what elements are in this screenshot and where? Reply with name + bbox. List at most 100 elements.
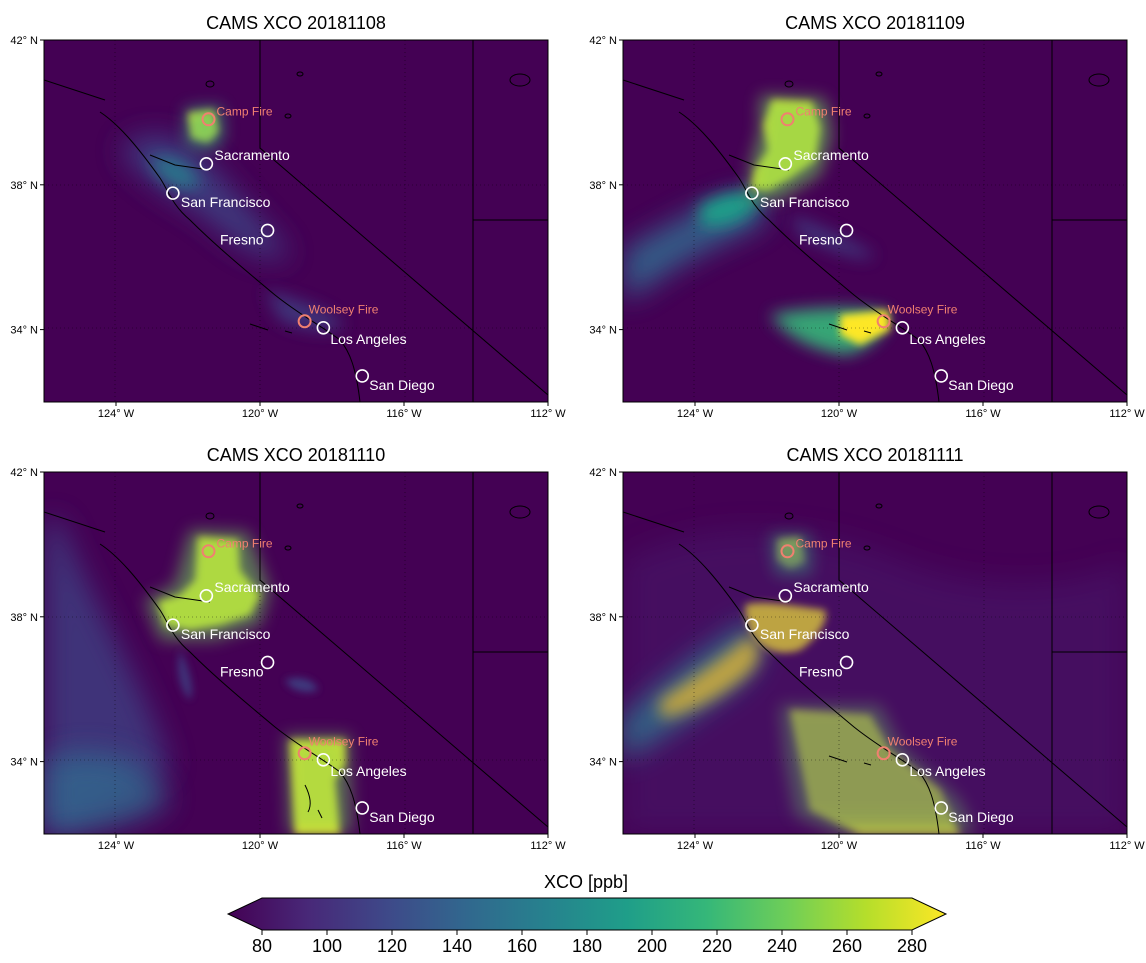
city-label: Los Angeles — [330, 331, 406, 347]
city-marker — [839, 655, 854, 670]
axis-ticks: 124° W 120° W 116° W 112° W 42° N 38° N 34° N — [589, 35, 1145, 420]
panel-frame — [43, 471, 549, 835]
lat-tick-label: 42° N — [10, 35, 38, 47]
fire-label: Camp Fire — [796, 104, 852, 118]
map-panel-20181111: CAMS XCO 20181111 — [589, 445, 1145, 852]
city-marker — [895, 320, 910, 335]
axis-ticks: 124° W 120° W 116° W 112° W 42° N 38° N 34° N — [589, 467, 1145, 852]
panel-frame — [622, 471, 1128, 835]
city-label: Sacramento — [793, 147, 869, 163]
city-label: San Francisco — [181, 626, 271, 642]
fire-label: Woolsey Fire — [309, 302, 379, 316]
lakes — [784, 71, 1110, 119]
gridlines — [623, 472, 1127, 834]
map-area: Sacramento San Francisco Fresno Los Angeles… — [623, 472, 1127, 834]
panel-frame — [43, 39, 549, 403]
lon-tick-label: 112° W — [1109, 408, 1145, 420]
lat-tick-label: 38° N — [10, 612, 38, 624]
map-area: Sacramento San Francisco Fresno Los Angeles… — [623, 40, 1127, 402]
xco-plume-field — [623, 530, 1127, 834]
lat-tick-label: 38° N — [10, 180, 38, 192]
coastline — [44, 79, 361, 402]
lon-tick-label: 120° W — [821, 840, 858, 852]
lon-tick-label: 116° W — [386, 840, 422, 852]
map-panel-20181110: CAMS XCO 20181110 — [10, 445, 566, 852]
lat-tick-label: 42° N — [10, 467, 38, 479]
fire-label: Woolsey Fire — [888, 302, 958, 316]
panel-frame — [622, 39, 1128, 403]
fire-marker — [201, 112, 216, 127]
city-marker — [316, 320, 331, 335]
city-marker — [355, 369, 370, 383]
fire-label: Camp Fire — [217, 536, 273, 550]
lat-tick-label: 42° N — [589, 467, 617, 479]
city-label: Fresno — [220, 231, 264, 247]
lon-tick-label: 124° W — [677, 840, 714, 852]
lat-tick-label: 34° N — [589, 757, 617, 769]
lon-tick-label: 124° W — [677, 408, 714, 420]
lakes — [205, 503, 531, 551]
city-marker — [199, 589, 214, 603]
lat-tick-label: 34° N — [10, 325, 38, 337]
colorbar-tick-label: 120 — [377, 936, 407, 956]
city-label: Fresno — [220, 663, 264, 679]
colorbar-tick-label: 260 — [832, 936, 862, 956]
colorbar: XCO [ppb] 80 100 120 140 160 180 200 220 240 260 2… — [226, 872, 948, 956]
coastline — [44, 511, 361, 834]
map-background — [44, 40, 548, 402]
coastline — [623, 511, 940, 834]
fire-marker — [297, 746, 312, 761]
lat-tick-label: 34° N — [589, 325, 617, 337]
panel-title: CAMS XCO 20181110 — [207, 445, 385, 465]
colorbar-tick-label: 180 — [572, 936, 602, 956]
city-marker — [199, 157, 214, 171]
gridlines — [44, 40, 548, 402]
fire-marker — [876, 746, 891, 761]
lakes — [784, 503, 1110, 551]
city-marker — [166, 186, 180, 200]
location-markers: Sacramento San Francisco Fresno Los Angeles… — [166, 536, 435, 825]
city-label: San Diego — [369, 377, 435, 393]
city-marker — [934, 369, 949, 383]
fire-label: Camp Fire — [796, 536, 852, 550]
city-label: San Diego — [948, 377, 1014, 393]
city-label: San Francisco — [760, 626, 850, 642]
city-marker — [355, 801, 370, 815]
lon-tick-label: 120° W — [821, 408, 858, 420]
city-label: San Francisco — [181, 194, 271, 210]
panel-title: CAMS XCO 20181108 — [206, 13, 386, 33]
fire-marker — [780, 544, 795, 559]
city-marker — [260, 223, 275, 238]
city-marker — [316, 752, 331, 767]
city-label: San Diego — [948, 809, 1014, 825]
map-area: Sacramento San Francisco Fresno Los Angeles… — [44, 472, 548, 834]
city-label: Los Angeles — [909, 763, 985, 779]
axis-ticks: 124° W 120° W 116° W 112° W 42° N 38° N 34° N — [10, 467, 566, 852]
city-label: San Francisco — [760, 194, 850, 210]
colorbar-ticks: 80 100 120 140 160 180 200 220 240 260 280 — [252, 930, 927, 956]
location-markers: Sacramento San Francisco Fresno Los Angeles… — [745, 104, 1014, 393]
city-label: Sacramento — [214, 147, 290, 163]
fire-marker — [297, 314, 312, 329]
city-label: Los Angeles — [330, 763, 406, 779]
xco-plume-field — [44, 520, 352, 834]
lon-tick-label: 116° W — [386, 408, 422, 420]
city-label: San Diego — [369, 809, 435, 825]
city-marker — [934, 801, 949, 815]
fire-marker — [780, 112, 795, 127]
lon-tick-label: 112° W — [530, 408, 566, 420]
lon-tick-label: 112° W — [530, 840, 566, 852]
city-marker — [166, 618, 180, 632]
colorbar-tick-label: 80 — [252, 936, 272, 956]
gridlines — [44, 472, 548, 834]
map-area: Sacramento San Francisco Fresno Los Angeles… — [44, 40, 548, 402]
colorbar-title: XCO [ppb] — [544, 872, 628, 892]
lon-tick-label: 124° W — [98, 840, 135, 852]
city-label: Sacramento — [793, 579, 869, 595]
city-marker — [745, 186, 759, 200]
location-markers: Sacramento San Francisco Fresno Los Angeles… — [166, 104, 435, 393]
colorbar-tick-label: 220 — [702, 936, 732, 956]
colorbar-tick-label: 240 — [767, 936, 797, 956]
